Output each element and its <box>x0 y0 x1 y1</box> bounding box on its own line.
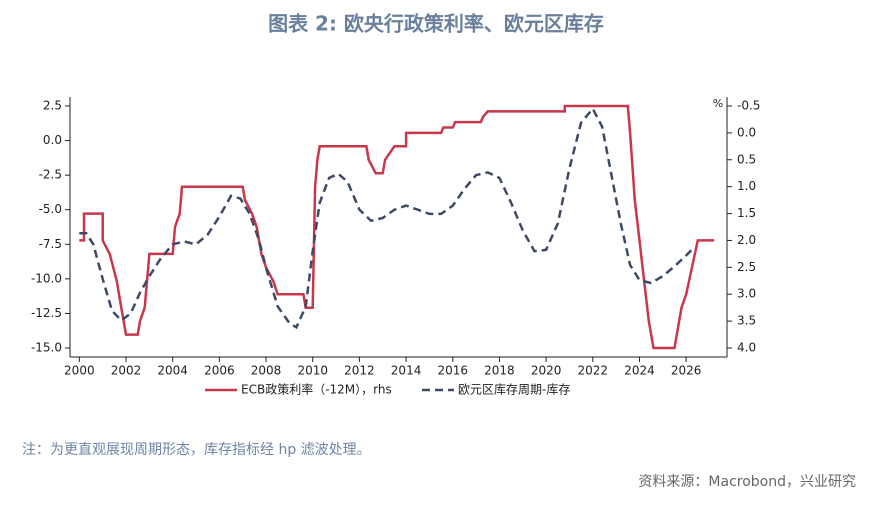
y2-tick-label: 0.5 <box>737 152 756 166</box>
y-tick-label: -10.0 <box>31 271 62 285</box>
x-tick-label: 2026 <box>671 364 702 378</box>
x-tick-label: 2022 <box>578 364 609 378</box>
y2-tick-label: 4.0 <box>737 341 756 355</box>
y-tick-label: -5.0 <box>39 202 62 216</box>
y2-tick-label: -0.5 <box>737 98 760 112</box>
legend-label: ECB政策利率（-12M），rhs <box>241 382 392 397</box>
y-tick-label: 2.5 <box>43 98 62 112</box>
x-tick-label: 2018 <box>484 364 515 378</box>
x-tick-label: 2012 <box>344 364 375 378</box>
y2-tick-label: 0.0 <box>737 125 756 139</box>
legend-label: 欧元区库存周期-库存 <box>458 382 570 397</box>
x-tick-label: 2010 <box>297 364 328 378</box>
x-tick-label: 2020 <box>531 364 562 378</box>
y-tick-label: -7.5 <box>39 237 62 251</box>
chart-title: 图表 2: 欧央行政策利率、欧元区库存 <box>268 12 604 36</box>
x-tick-label: 2006 <box>204 364 235 378</box>
x-tick-label: 2002 <box>111 364 142 378</box>
series-line <box>79 104 715 350</box>
x-tick-label: 2008 <box>251 364 282 378</box>
y2-tick-label: 2.0 <box>737 233 756 247</box>
x-tick-label: 2014 <box>391 364 422 378</box>
x-tick-label: 2000 <box>64 364 95 378</box>
note: 注：为更直观展现周期形态，库存指标经 hp 滤波处理。 <box>22 441 371 458</box>
y-tick-label: -12.5 <box>31 306 62 320</box>
y2-tick-label: 1.5 <box>737 206 756 220</box>
x-tick-label: 2024 <box>624 364 655 378</box>
source: 资料来源：Macrobond，兴业研究 <box>638 474 856 490</box>
y2-tick-label: 2.5 <box>737 260 756 274</box>
y-tick-label: 0.0 <box>43 133 62 147</box>
y-tick-label: -15.0 <box>31 341 62 355</box>
x-tick-label: 2004 <box>157 364 188 378</box>
series-line <box>79 106 695 330</box>
y-tick-label: -2.5 <box>39 168 62 182</box>
y2-unit: % <box>713 97 723 110</box>
y2-tick-label: 3.5 <box>737 314 756 328</box>
x-tick-label: 2016 <box>437 364 468 378</box>
y2-tick-label: 1.0 <box>737 179 756 193</box>
y2-tick-label: 3.0 <box>737 287 756 301</box>
